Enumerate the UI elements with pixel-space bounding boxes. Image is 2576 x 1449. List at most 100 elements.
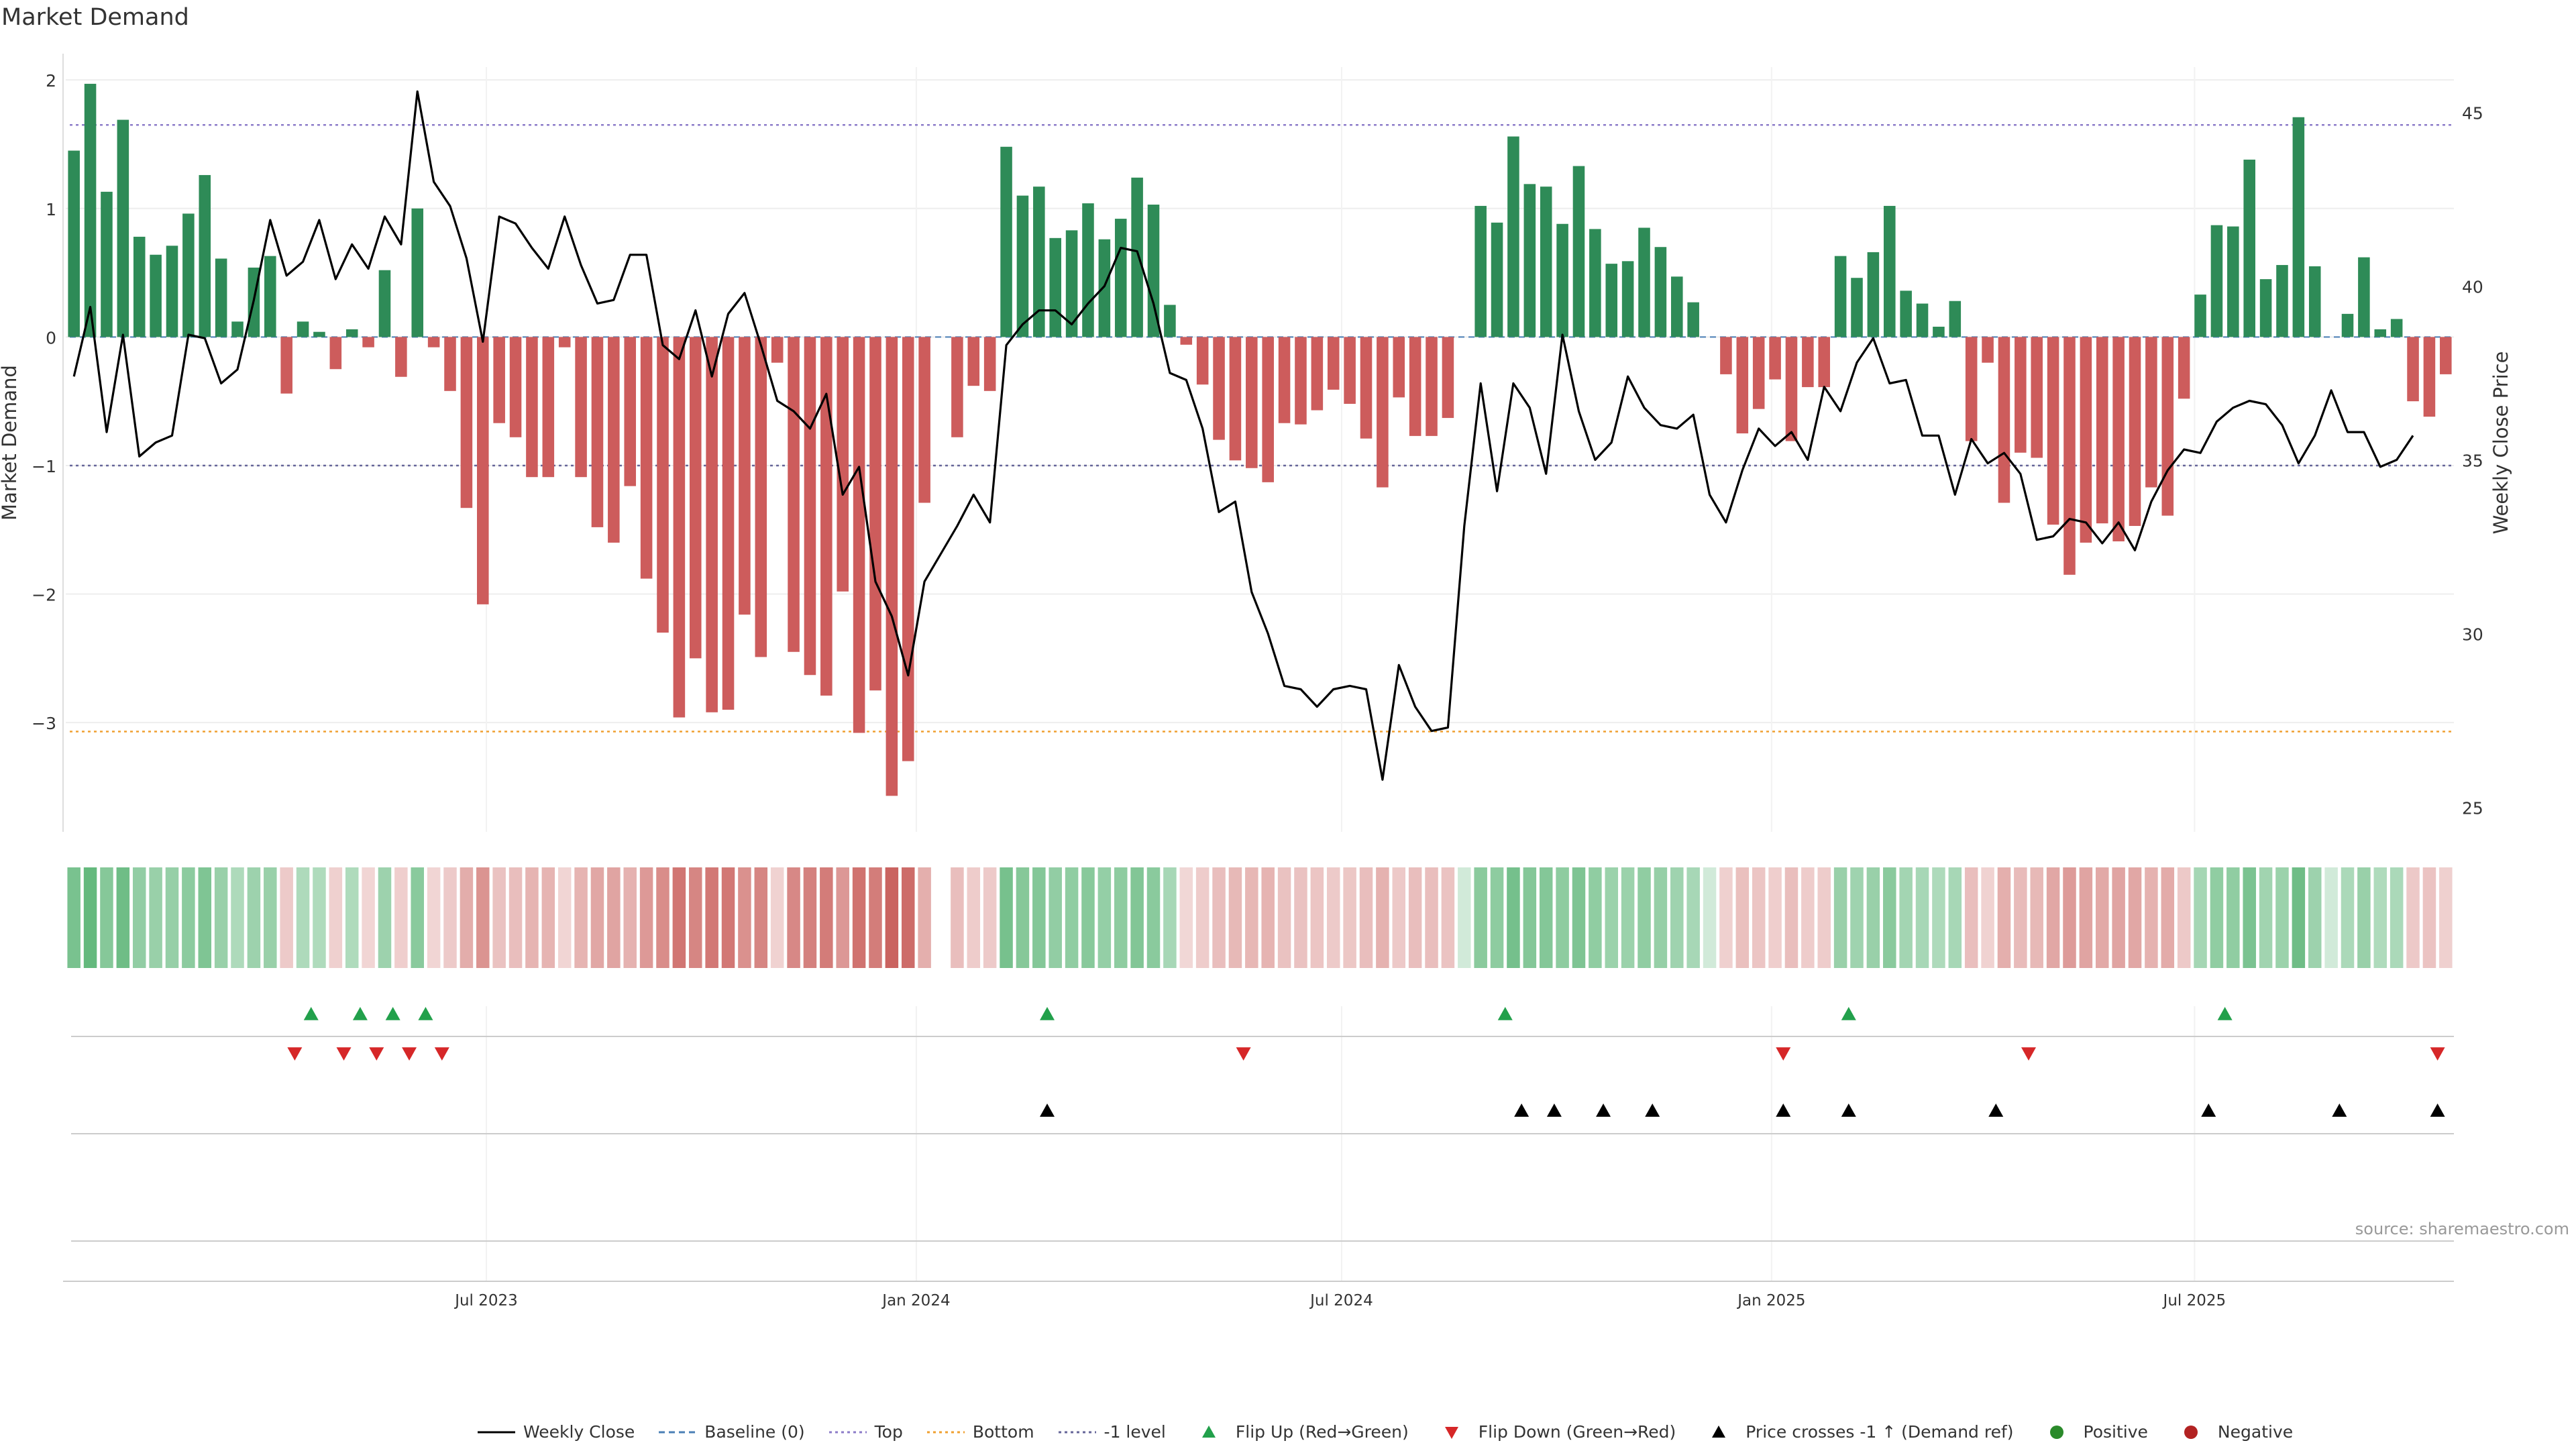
demand-bar <box>1229 337 1242 461</box>
demand-bar <box>1785 337 1798 441</box>
demand-bar <box>68 150 80 337</box>
heat-cell <box>394 867 408 968</box>
demand-bar <box>395 337 407 377</box>
heat-cell <box>460 867 474 968</box>
heat-cell <box>705 867 718 968</box>
demand-bar <box>771 337 784 363</box>
heat-cell <box>1228 867 1242 968</box>
heat-cell <box>1833 867 1847 968</box>
demand-bar <box>329 337 342 370</box>
legend-dot <box>2184 1425 2198 1439</box>
demand-bar <box>1507 136 1519 337</box>
demand-bar <box>1851 278 1863 337</box>
flip-down-marker <box>1236 1047 1251 1061</box>
demand-bar <box>1883 205 1896 337</box>
heat-cell <box>264 867 277 968</box>
heat-cell <box>1277 867 1291 968</box>
heat-cell <box>2275 867 2289 968</box>
demand-bar <box>2358 257 2370 337</box>
demand-bar <box>1720 337 1732 374</box>
demand-bar <box>1393 337 1405 398</box>
demand-bar <box>951 337 963 437</box>
price-cross-marker <box>1776 1104 1791 1117</box>
price-cross-marker <box>1546 1104 1562 1117</box>
heat-cell <box>1081 867 1095 968</box>
heat-cell <box>967 867 981 968</box>
demand-bar <box>837 337 849 592</box>
heat-cell <box>1000 867 1013 968</box>
demand-bar <box>1818 337 1831 388</box>
demand-bar <box>673 337 686 718</box>
heat-cell <box>1605 867 1618 968</box>
legend: Weekly Close Baseline (0) Top Bottom -1 leve… <box>476 1422 2293 1442</box>
grid-layer <box>66 67 2454 1281</box>
demand-bar <box>2374 329 2387 337</box>
demand-bar <box>722 337 735 710</box>
heat-cell <box>787 867 800 968</box>
heat-cell <box>1997 867 2011 968</box>
heat-cell <box>231 867 244 968</box>
flip-up-marker <box>385 1007 400 1020</box>
heat-cell <box>1441 867 1455 968</box>
heat-cell <box>656 867 669 968</box>
demand-bar <box>1082 203 1094 337</box>
demand-bar <box>739 337 751 615</box>
demand-bar <box>2178 337 2190 399</box>
heat-cell <box>803 867 817 968</box>
legend-label: -1 level <box>1104 1422 1166 1442</box>
close-line-layer <box>72 90 2414 781</box>
heat-cell <box>378 867 392 968</box>
heat-cell <box>1212 867 1226 968</box>
heat-cell <box>1866 867 1880 968</box>
demand-bar <box>689 337 702 659</box>
heat-cell <box>1032 867 1046 968</box>
demand-bar <box>2194 294 2206 337</box>
heat-cell <box>2324 867 2338 968</box>
legend-label: Flip Down (Green→Red) <box>1478 1422 1676 1442</box>
demand-bar <box>297 321 309 337</box>
heat-cell <box>2014 867 2027 968</box>
demand-bar <box>166 246 178 337</box>
heat-cell <box>2210 867 2224 968</box>
legend-swatch <box>926 1431 965 1433</box>
demand-bar <box>1311 337 1324 411</box>
heat-cell <box>2341 867 2355 968</box>
demand-bar <box>2407 337 2419 402</box>
legend-label: Bottom <box>972 1422 1034 1442</box>
heat-cell <box>411 867 424 968</box>
demand-bar <box>1949 301 1962 337</box>
flip-up-marker <box>352 1007 368 1020</box>
demand-bar <box>84 83 97 337</box>
heat-cell <box>1310 867 1324 968</box>
legend-swatch <box>659 1431 697 1433</box>
legend-item: Flip Down (Green→Red) <box>1432 1422 1676 1442</box>
heat-cell <box>2292 867 2306 968</box>
demand-bar <box>526 337 538 478</box>
demand-bar <box>2015 337 2027 453</box>
price-cross-marker <box>1988 1104 2004 1117</box>
heat-cell <box>1065 867 1079 968</box>
heat-cell <box>1523 867 1537 968</box>
demand-bar <box>427 337 440 347</box>
y-tick-label: 0 <box>46 328 56 347</box>
heat-cell <box>1294 867 1307 968</box>
flip-down-marker <box>1776 1047 1791 1061</box>
demand-bar <box>1098 239 1111 337</box>
demand-bar <box>362 337 374 347</box>
demand-bar <box>215 258 227 337</box>
demand-bar <box>2276 265 2288 337</box>
heat-cell <box>836 867 849 968</box>
heat-cell <box>1097 867 1112 968</box>
heat-cell <box>1376 867 1389 968</box>
legend-label: Weekly Close <box>523 1422 635 1442</box>
demand-bar <box>1998 337 2010 503</box>
y2-tick-label: 40 <box>2462 277 2483 297</box>
demand-bar <box>2341 313 2354 337</box>
heat-cell <box>1163 867 1177 968</box>
price-cross-marker <box>2430 1104 2445 1117</box>
heat-cell <box>1114 867 1128 968</box>
demand-bar <box>2440 337 2452 374</box>
heat-cell <box>182 867 195 968</box>
demand-bar <box>640 337 653 579</box>
